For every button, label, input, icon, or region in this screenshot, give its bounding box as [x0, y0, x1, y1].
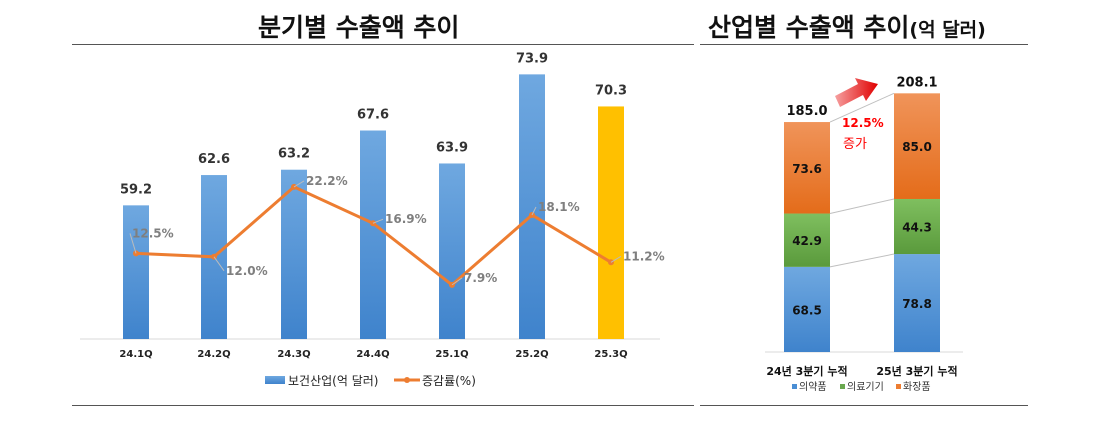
left-top-rule — [72, 44, 694, 45]
stacked-segment — [784, 266, 830, 352]
legend-swatch — [896, 384, 901, 389]
x-tick-label: 24.1Q — [119, 349, 152, 360]
total-label: 185.0 — [786, 104, 827, 119]
stacked-segment — [784, 122, 830, 214]
segment-value-label: 44.3 — [902, 221, 932, 235]
legend-label: 의료기기 — [847, 381, 884, 393]
segment-value-label: 85.0 — [902, 140, 932, 154]
growth-value-label: 7.9% — [464, 271, 497, 285]
bar-value-label: 63.9 — [436, 140, 468, 155]
legend-bar-label: 보건산업(억 달러) — [288, 374, 378, 388]
x-category-label: 24년 3분기 누적 — [766, 364, 847, 378]
stacked-segment — [894, 198, 940, 255]
x-tick-label: 24.4Q — [356, 349, 389, 360]
legend-swatch — [840, 384, 845, 389]
growth-value-label: 12.5% — [132, 226, 174, 240]
increase-arrow-icon — [835, 78, 878, 107]
connector-line — [829, 253, 895, 268]
legend-line-marker — [404, 377, 410, 383]
x-tick-label: 25.1Q — [435, 349, 468, 360]
bar-value-label: 63.2 — [278, 147, 310, 162]
connector-line — [829, 92, 895, 123]
legend-swatch — [792, 384, 797, 389]
leader-line — [451, 277, 463, 286]
x-category-label: 25년 3분기 누적 — [876, 364, 957, 378]
leader-line — [213, 256, 225, 272]
bar-value-label: 70.3 — [595, 83, 627, 98]
leader-line — [129, 233, 137, 254]
leader-line — [610, 255, 622, 263]
growth-value-label: 11.2% — [623, 249, 665, 263]
segment-value-label: 68.5 — [792, 303, 822, 317]
bar-value-label: 67.6 — [357, 108, 389, 123]
segment-value-label: 78.8 — [902, 297, 932, 311]
bar — [598, 106, 624, 339]
bar-value-label: 73.9 — [516, 51, 548, 66]
bar — [123, 205, 149, 339]
segment-value-label: 42.9 — [792, 234, 822, 248]
right-chart-title: 산업별 수출액 추이(억 달러) — [708, 8, 986, 44]
left-chart-title: 분기별 수출액 추이 — [258, 13, 460, 42]
growth-value-label: 18.1% — [538, 200, 580, 214]
bar-value-label: 59.2 — [120, 182, 152, 197]
leader-line — [372, 218, 384, 224]
right-title-main: 산업별 수출액 추이 — [708, 13, 910, 42]
growth-value-label: 12.0% — [226, 264, 268, 278]
x-tick-label: 25.3Q — [594, 349, 627, 360]
right-bottom-rule — [700, 405, 1028, 406]
growth-value-label: 16.9% — [385, 212, 427, 226]
right-top-rule — [700, 44, 1028, 45]
connector-line — [829, 198, 895, 215]
segment-value-label: 73.6 — [792, 162, 822, 176]
growth-value-label: 22.2% — [306, 174, 348, 188]
bar — [439, 163, 465, 339]
total-label: 208.1 — [896, 75, 937, 90]
bar — [281, 169, 307, 339]
x-tick-label: 24.2Q — [197, 349, 230, 360]
bar — [519, 74, 545, 340]
bar-value-label: 62.6 — [198, 152, 230, 167]
legend-label: 의약품 — [799, 381, 827, 393]
bar — [360, 130, 386, 339]
leader-line — [531, 206, 537, 216]
stacked-segment — [894, 93, 940, 199]
increase-percent: 12.5% — [842, 116, 884, 130]
right-title-unit: (억 달러) — [909, 19, 986, 41]
legend-line-label: 증감률(%) — [422, 374, 476, 388]
leader-line — [293, 180, 305, 188]
legend-bar-swatch — [265, 376, 285, 384]
stacked-segment — [784, 213, 830, 267]
increase-text: 증가 — [843, 137, 867, 152]
x-tick-label: 25.2Q — [515, 349, 548, 360]
stacked-segment — [894, 254, 940, 352]
left-bottom-rule — [72, 405, 694, 406]
x-tick-label: 24.3Q — [277, 349, 310, 360]
legend-label: 화장품 — [903, 381, 931, 393]
